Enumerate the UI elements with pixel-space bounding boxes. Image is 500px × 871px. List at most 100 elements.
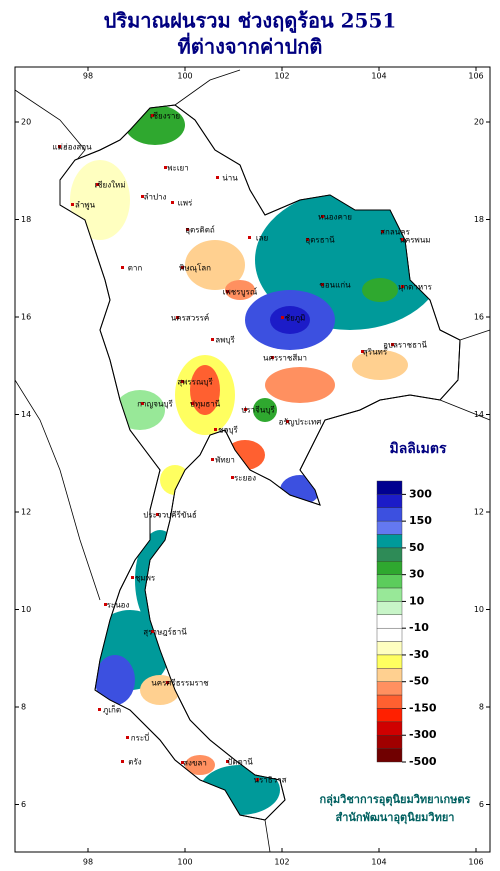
lat-tick-label: 18 bbox=[21, 215, 31, 224]
legend-label: 300 bbox=[409, 487, 432, 500]
place-label: ปัตตานี bbox=[227, 758, 253, 767]
station-dot bbox=[96, 183, 99, 186]
place-label: ชลบุรี bbox=[218, 426, 238, 435]
legend-swatch bbox=[376, 748, 403, 763]
station-dot bbox=[126, 736, 129, 739]
place-label: พิษณุโลก bbox=[179, 263, 211, 273]
station-dot bbox=[271, 356, 274, 359]
station-dot bbox=[281, 316, 284, 319]
legend-label: -10 bbox=[409, 621, 429, 634]
legend-label: 30 bbox=[409, 568, 425, 581]
station-dot bbox=[151, 114, 154, 117]
station-dot bbox=[141, 195, 144, 198]
lon-tick-label: 102 bbox=[274, 858, 289, 867]
lon-tick-label: 104 bbox=[371, 858, 386, 867]
place-label: ประจวบคีรีขันธ์ bbox=[143, 510, 197, 520]
legend-swatch bbox=[376, 534, 403, 549]
place-label: เลย bbox=[256, 234, 268, 243]
station-dot bbox=[181, 266, 184, 269]
place-label: เพชรบูรณ์ bbox=[223, 287, 258, 298]
place-label: เชียงราย bbox=[150, 112, 180, 121]
place-label: อรัญประเทศ bbox=[279, 418, 322, 427]
lon-tick-label: 106 bbox=[468, 72, 483, 81]
station-dot bbox=[381, 230, 384, 233]
place-label: มุกดาหาร bbox=[398, 283, 433, 292]
place-label: ชัยภูมิ bbox=[285, 314, 306, 324]
lat-tick-label: 20 bbox=[474, 118, 484, 127]
legend-swatch bbox=[376, 520, 403, 535]
lat-tick-label: 8 bbox=[21, 703, 26, 712]
place-label: ขอนแก่น bbox=[319, 281, 351, 290]
station-dot bbox=[156, 513, 159, 516]
legend-swatch bbox=[376, 721, 403, 736]
lat-tick-label: 10 bbox=[474, 605, 484, 614]
legend-title: มิลลิเมตร bbox=[389, 441, 446, 457]
place-label: เชียงใหม่ bbox=[94, 181, 125, 190]
legend-label: -30 bbox=[409, 648, 429, 661]
station-dot bbox=[256, 778, 259, 781]
legend-swatch bbox=[376, 654, 403, 669]
legend-label: -500 bbox=[409, 755, 437, 768]
legend-label: 10 bbox=[409, 594, 425, 607]
station-dot bbox=[321, 283, 324, 286]
place-label: นครพนม bbox=[399, 236, 430, 245]
place-label: อุตรดิตถ์ bbox=[185, 225, 215, 235]
station-dot bbox=[164, 166, 167, 169]
station-dot bbox=[391, 343, 394, 346]
station-dot bbox=[191, 402, 194, 405]
lon-tick-label: 100 bbox=[177, 72, 192, 81]
station-dot bbox=[151, 630, 154, 633]
place-label: ตรัง bbox=[128, 758, 141, 767]
place-label: สกลนคร bbox=[380, 228, 410, 237]
station-dot bbox=[321, 215, 324, 218]
legend-swatch bbox=[376, 507, 403, 522]
station-dot bbox=[121, 266, 124, 269]
lat-tick-label: 16 bbox=[474, 313, 484, 322]
place-label: ตาก bbox=[128, 264, 143, 273]
lat-tick-label: 14 bbox=[474, 410, 484, 419]
legend-swatch bbox=[376, 614, 403, 629]
station-dot bbox=[166, 681, 169, 684]
place-label: น่าน bbox=[222, 174, 238, 183]
credit: สำนักพัฒนาอุตุนิยมวิทยา bbox=[336, 811, 455, 825]
place-label: สงขลา bbox=[183, 759, 207, 768]
legend-swatch bbox=[376, 601, 403, 616]
legend-swatch bbox=[376, 494, 403, 508]
lon-tick-label: 104 bbox=[371, 72, 386, 81]
station-dot bbox=[181, 761, 184, 764]
lat-tick-label: 6 bbox=[21, 800, 26, 809]
place-label: พัทยา bbox=[215, 456, 235, 465]
station-dot bbox=[226, 760, 229, 763]
station-dot bbox=[121, 760, 124, 763]
lat-tick-label: 12 bbox=[474, 508, 484, 517]
station-dot bbox=[361, 350, 364, 353]
lat-tick-label: 12 bbox=[21, 508, 31, 517]
station-dot bbox=[104, 603, 107, 606]
station-dot bbox=[216, 176, 219, 179]
legend-label: 50 bbox=[409, 541, 425, 554]
legend-swatch bbox=[376, 627, 403, 642]
place-label: นครศรีธรรมราช bbox=[151, 679, 209, 688]
place-label: กระบี่ bbox=[131, 732, 150, 743]
station-dot bbox=[286, 420, 289, 423]
place-label: แพร่ bbox=[178, 199, 193, 208]
place-label: สุพรรณบุรี bbox=[177, 378, 213, 387]
place-label: ชุมพร bbox=[135, 574, 156, 583]
legend-swatch bbox=[376, 708, 403, 723]
credit: กลุ่มวิชาการอุตุนิยมวิทยาเกษตร bbox=[320, 793, 471, 807]
place-label: นราธิวาส bbox=[253, 776, 286, 785]
place-label: สุราษฎร์ธานี bbox=[143, 627, 187, 637]
lon-tick-label: 102 bbox=[274, 72, 289, 81]
lon-tick-label: 98 bbox=[83, 858, 93, 867]
legend-label: -150 bbox=[409, 701, 437, 714]
place-label: ลำปาง bbox=[144, 193, 167, 202]
place-label: แม่ฮ่องสอน bbox=[52, 143, 92, 152]
title: ปริมาณฝนรวม ช่วงฤดูร้อน 2551 bbox=[104, 9, 397, 35]
station-dot bbox=[306, 238, 309, 241]
legend-swatch bbox=[376, 735, 403, 749]
legend-swatch bbox=[376, 681, 403, 696]
station-dot bbox=[71, 203, 74, 206]
station-dot bbox=[58, 145, 61, 148]
station-dot bbox=[231, 476, 234, 479]
